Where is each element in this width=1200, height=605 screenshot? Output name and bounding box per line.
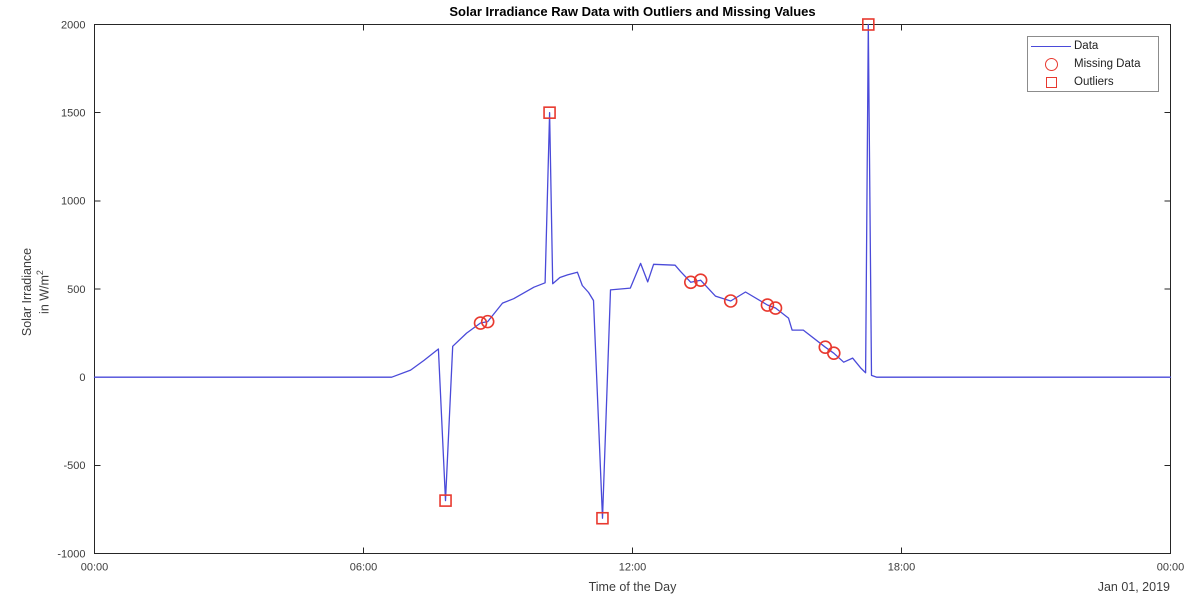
legend-item-data: Data — [1028, 37, 1158, 55]
y-tick-label: -500 — [63, 460, 85, 472]
outlier-marker — [862, 18, 875, 31]
x-axis-label: Time of the Day — [588, 580, 677, 594]
missing-data-marker — [723, 294, 738, 308]
square-marker-icon — [1045, 76, 1057, 88]
legend: Data Missing Data Outliers — [1027, 36, 1159, 92]
y-tick-label: 2000 — [61, 19, 85, 31]
y-tick-label: -1000 — [57, 548, 85, 560]
y-tick-label: 1500 — [61, 107, 85, 119]
missing-data-marker — [827, 346, 841, 360]
x-tick-label: 00:00 — [1157, 562, 1185, 574]
outlier-marker — [439, 494, 452, 507]
missing-data-marker — [760, 298, 775, 312]
line-sample-icon — [1031, 45, 1071, 47]
y-tick-label: 500 — [67, 284, 85, 296]
missing-data-marker — [480, 314, 495, 329]
legend-label-data: Data — [1074, 40, 1099, 52]
y-tick-label: 1000 — [61, 196, 85, 208]
circle-marker-icon — [1044, 57, 1058, 71]
missing-data-marker — [768, 301, 783, 315]
x-tick-label: 06:00 — [350, 562, 378, 574]
y-tick-label: 0 — [79, 372, 85, 384]
outlier-marker — [543, 106, 556, 119]
x-tick-label: 12:00 — [619, 562, 647, 574]
x-tick-label: 18:00 — [888, 562, 916, 574]
legend-label-missing-data: Missing Data — [1074, 58, 1141, 70]
legend-item-outliers: Outliers — [1028, 73, 1158, 91]
outlier-marker — [596, 511, 609, 525]
legend-item-missing-data: Missing Data — [1028, 55, 1158, 73]
date-annotation: Jan 01, 2019 — [1097, 580, 1170, 594]
legend-label-outliers: Outliers — [1074, 76, 1114, 88]
missing-data-marker — [473, 316, 488, 330]
missing-data-marker — [683, 275, 698, 290]
missing-data-marker — [693, 273, 708, 287]
axis-box — [94, 24, 1171, 554]
x-tick-label: 00:00 — [81, 562, 109, 574]
chart-title: Solar Irradiance Raw Data with Outliers … — [449, 4, 816, 19]
data-line — [93, 23, 1172, 519]
